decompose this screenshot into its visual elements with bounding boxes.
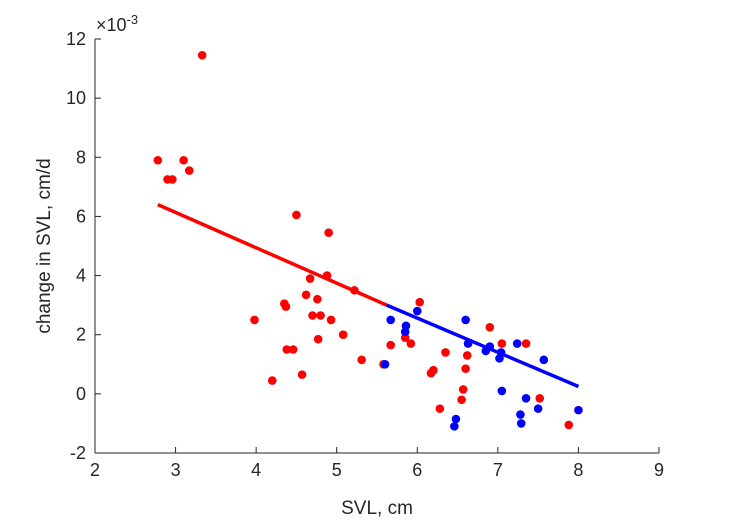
data-point	[313, 294, 322, 304]
data-point	[153, 155, 163, 165]
data-point	[197, 50, 207, 60]
data-point	[292, 210, 301, 220]
data-point	[521, 339, 531, 348]
data-point	[313, 334, 323, 344]
y-exponent-label: ×10-3	[96, 12, 138, 35]
data-point	[462, 351, 472, 360]
x-tick-label: 5	[332, 460, 342, 480]
y-tick-label: 8	[76, 147, 86, 167]
axes: 2 3 4 5 6 7 8 9 -2 0 2 4 6 8 10 12	[66, 29, 664, 480]
data-point	[282, 345, 292, 354]
y-tick-label: 10	[66, 88, 86, 108]
data-point	[406, 339, 416, 348]
data-point	[457, 395, 466, 405]
series-1	[380, 303, 583, 431]
data-point	[512, 339, 522, 348]
data-point	[461, 364, 470, 374]
data-point	[400, 333, 410, 342]
y-tick-label: 12	[66, 29, 86, 49]
data-point	[316, 311, 325, 320]
x-tick-label: 6	[412, 460, 422, 480]
data-point	[461, 315, 470, 325]
data-point	[415, 297, 425, 307]
series-0	[153, 50, 574, 430]
data-point	[539, 355, 549, 365]
data-point	[441, 348, 450, 357]
data-point	[521, 393, 531, 403]
fit-line	[157, 202, 388, 307]
data-point	[297, 370, 307, 379]
data-point	[451, 414, 461, 424]
data-point	[301, 290, 311, 300]
data-point	[412, 306, 422, 316]
data-point	[485, 342, 495, 351]
data-point	[168, 175, 177, 184]
data-point	[496, 348, 506, 357]
x-tick-label: 8	[573, 460, 583, 480]
x-tick-label: 9	[654, 460, 664, 480]
data-point	[435, 404, 445, 413]
data-point	[338, 330, 348, 340]
fit-line	[385, 303, 580, 389]
series-layer	[153, 50, 583, 431]
y-exponent-base: ×10	[96, 15, 127, 35]
data-point	[386, 340, 395, 350]
y-tick-label: 2	[76, 325, 86, 345]
data-point	[322, 271, 332, 280]
y-tick-label: 6	[76, 206, 86, 226]
data-point	[386, 315, 395, 325]
data-point	[380, 359, 390, 369]
data-point	[184, 166, 194, 175]
data-point	[288, 345, 298, 354]
data-point	[564, 420, 574, 430]
data-point	[250, 315, 259, 325]
y-axis-label: change in SVL, cm/d	[34, 158, 55, 333]
x-tick-label: 4	[251, 460, 261, 480]
data-point	[305, 274, 315, 283]
y-tick-label: -2	[70, 443, 86, 463]
data-point	[326, 315, 336, 325]
data-point	[401, 321, 411, 331]
data-point	[463, 339, 473, 348]
data-point	[458, 385, 468, 394]
data-point	[350, 286, 359, 295]
y-tick-label: 4	[76, 266, 86, 286]
data-point	[267, 376, 277, 385]
x-tick-label: 7	[493, 460, 503, 480]
x-axis-label: SVL, cm	[341, 498, 413, 519]
x-tick-label: 2	[90, 460, 100, 480]
data-point	[516, 410, 525, 419]
data-point	[281, 302, 291, 311]
data-point	[574, 405, 583, 415]
data-point	[485, 323, 495, 332]
data-point	[497, 339, 507, 348]
y-exponent-power: -3	[127, 12, 139, 27]
data-point	[535, 393, 545, 403]
data-point	[450, 422, 459, 431]
data-point	[516, 419, 526, 428]
data-point	[179, 155, 188, 165]
data-point	[324, 228, 333, 237]
x-tick-label: 3	[171, 460, 181, 480]
data-point	[429, 365, 438, 375]
data-point	[497, 386, 507, 396]
data-point	[533, 404, 543, 413]
y-tick-label: 0	[76, 384, 86, 404]
data-point	[308, 311, 317, 320]
data-point	[357, 355, 366, 365]
